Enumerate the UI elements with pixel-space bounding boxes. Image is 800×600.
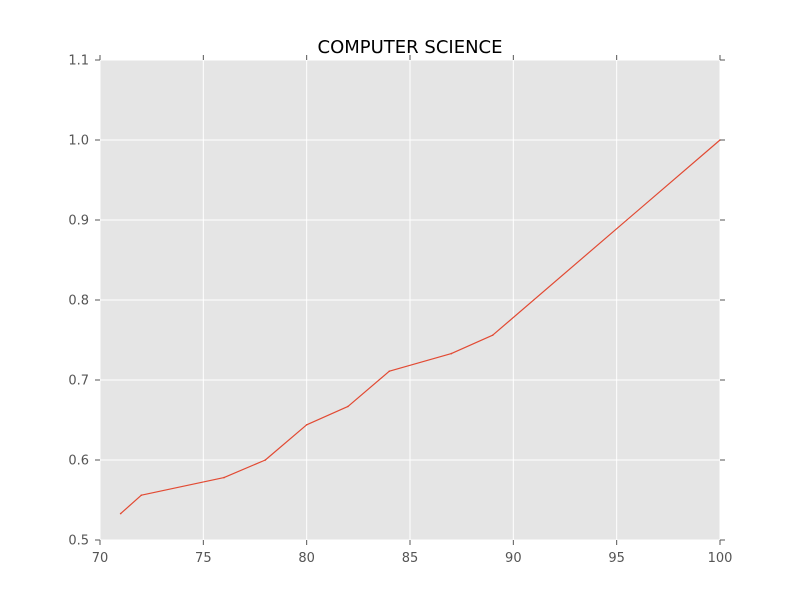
data-point bbox=[119, 512, 122, 515]
y-tick-label: 1.0 bbox=[68, 134, 89, 149]
data-point bbox=[347, 405, 349, 408]
x-tick-label: 90 bbox=[505, 551, 522, 566]
data-point bbox=[450, 352, 453, 355]
y-tick-label: 1.1 bbox=[68, 54, 89, 69]
y-tick-label: 0.7 bbox=[68, 374, 89, 389]
series-line bbox=[120, 139, 721, 515]
data-point bbox=[140, 494, 143, 497]
data-point bbox=[223, 476, 225, 479]
chart-title: COMPUTER SCIENCE bbox=[318, 37, 503, 58]
series-layer bbox=[119, 139, 721, 515]
y-tick-label: 0.6 bbox=[68, 454, 89, 469]
x-tick-label: 70 bbox=[92, 551, 109, 566]
axes: 70 75 80 85 90 95 100 0.5 0.6 0.7 0.8 0.9 1.0 1.1 bbox=[68, 54, 732, 567]
y-tick-label: 0.5 bbox=[68, 534, 89, 549]
x-tick-label: 95 bbox=[608, 551, 625, 566]
data-point bbox=[264, 459, 267, 461]
x-tick-label: 85 bbox=[402, 551, 419, 566]
data-point bbox=[491, 334, 494, 337]
x-tick-label: 80 bbox=[298, 551, 315, 566]
data-point bbox=[388, 370, 391, 373]
data-point bbox=[305, 424, 308, 426]
y-tick-label: 0.8 bbox=[68, 294, 89, 309]
y-tick-label: 0.9 bbox=[68, 214, 89, 229]
x-tick-label: 100 bbox=[708, 551, 733, 566]
x-tick-label: 75 bbox=[195, 551, 212, 566]
